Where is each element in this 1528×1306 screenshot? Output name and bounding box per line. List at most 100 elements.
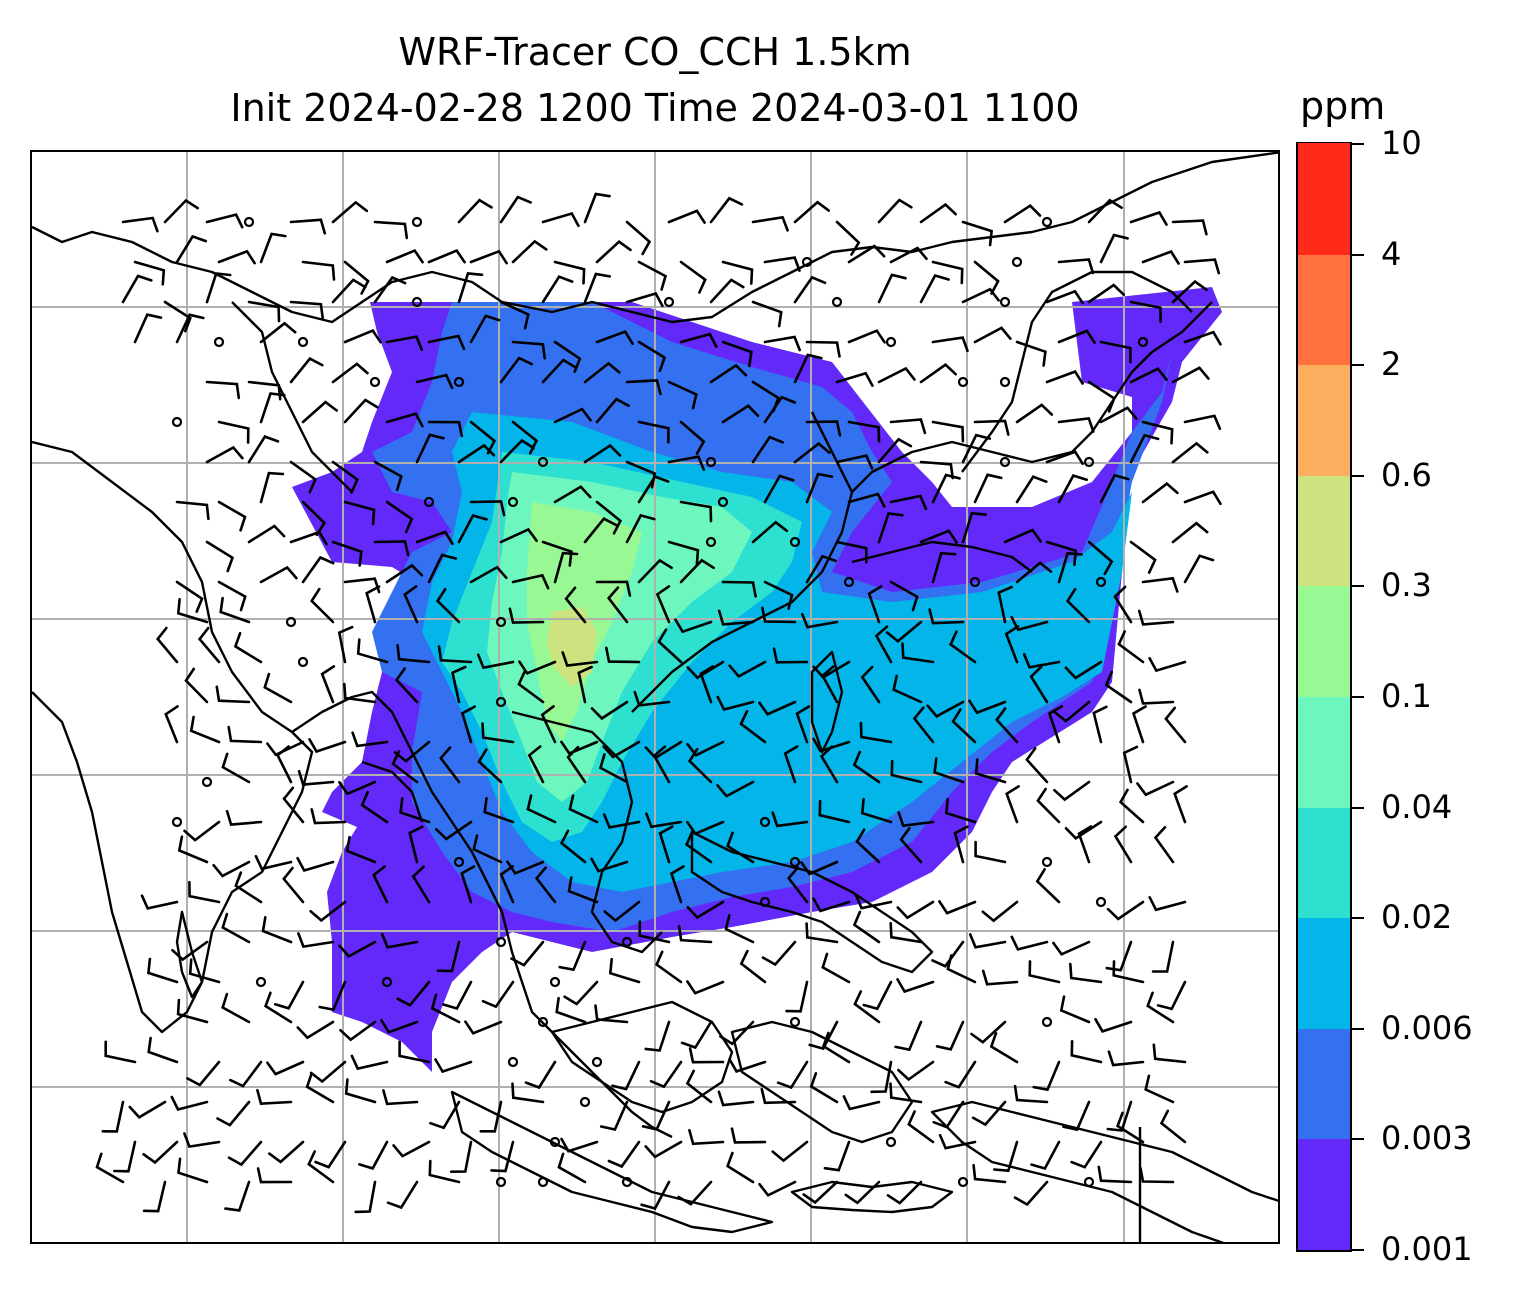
wind-barb xyxy=(314,1140,347,1169)
calm-wind-marker xyxy=(759,816,771,828)
colorbar-band xyxy=(1298,364,1350,476)
wind-barb xyxy=(282,786,305,824)
wind-barb xyxy=(625,460,657,489)
wind-barb xyxy=(184,667,209,704)
wind-barb xyxy=(981,900,1019,923)
wind-barb xyxy=(385,248,424,264)
wind-barb xyxy=(802,1180,839,1205)
wind-barb xyxy=(793,441,831,464)
wind-barb xyxy=(607,586,629,624)
map-canvas xyxy=(32,152,1278,1242)
wind-barb xyxy=(1013,1180,1049,1207)
calm-wind-marker xyxy=(717,496,729,508)
colorbar-tick xyxy=(1352,806,1364,809)
wind-barb xyxy=(442,980,473,1011)
wind-barb xyxy=(1053,780,1091,802)
wind-barb xyxy=(1003,528,1042,544)
colorbar-band xyxy=(1298,475,1350,587)
wind-barb xyxy=(457,198,493,224)
wind-barb xyxy=(380,933,419,949)
wind-barb xyxy=(667,540,700,566)
wind-barb xyxy=(175,234,208,264)
wind-barb xyxy=(583,361,621,384)
calm-wind-marker xyxy=(495,936,507,948)
wind-barb xyxy=(373,220,409,240)
wind-barb xyxy=(133,260,166,286)
wind-barb xyxy=(724,914,755,944)
wind-barb xyxy=(795,705,811,744)
wind-barb xyxy=(821,1031,851,1064)
colorbar-tick xyxy=(1352,474,1364,477)
wind-barb xyxy=(113,1140,137,1173)
wind-barb xyxy=(1015,340,1047,367)
wind-barb xyxy=(490,1140,515,1173)
wind-barb xyxy=(415,433,445,464)
wind-barb xyxy=(396,644,431,664)
calm-wind-marker xyxy=(1041,216,1053,228)
wind-barb xyxy=(961,220,994,247)
wind-barb xyxy=(296,1020,335,1040)
wind-barb xyxy=(761,606,797,624)
wind-barb xyxy=(1137,609,1175,626)
wind-barb xyxy=(1087,283,1126,304)
wind-barb xyxy=(1064,660,1103,680)
colorbar-tick xyxy=(1352,1249,1364,1251)
wind-barb xyxy=(469,420,497,455)
calm-wind-marker xyxy=(789,856,801,868)
wind-barb xyxy=(931,420,965,443)
wind-barb xyxy=(763,395,797,424)
colorbar-band xyxy=(1298,917,1350,1029)
wind-barb xyxy=(787,866,809,904)
wind-barb xyxy=(261,916,293,944)
colorbar-tick xyxy=(1352,253,1364,256)
wind-barb xyxy=(877,512,904,544)
colorbar-band xyxy=(1298,1138,1350,1250)
wind-barb xyxy=(1087,540,1114,576)
wind-barb xyxy=(197,626,221,664)
wind-barb xyxy=(338,780,377,796)
wind-barb xyxy=(356,638,389,664)
wind-barb xyxy=(758,700,797,716)
wind-barb xyxy=(679,558,715,584)
wind-barb xyxy=(968,699,1007,715)
wind-barb xyxy=(892,674,923,704)
wind-barb xyxy=(686,740,725,757)
wind-barb xyxy=(567,876,599,904)
wind-barb xyxy=(541,275,574,304)
wind-barb xyxy=(805,340,841,358)
wind-barb xyxy=(709,278,745,304)
wind-barb xyxy=(890,759,923,784)
wind-barb xyxy=(669,865,685,904)
wind-barb xyxy=(289,530,328,546)
wind-barb xyxy=(229,1060,263,1088)
wind-barb xyxy=(1107,1050,1145,1067)
wind-barb xyxy=(343,260,370,295)
wind-barb xyxy=(877,273,907,304)
wind-barb xyxy=(1113,585,1133,624)
wind-barb xyxy=(1171,219,1208,236)
wind-barb xyxy=(1069,962,1103,984)
wind-barb xyxy=(625,220,652,256)
wind-barb xyxy=(188,880,221,904)
wind-barb xyxy=(751,520,789,544)
wind-barb xyxy=(885,620,923,643)
wind-barb xyxy=(1070,1040,1103,1064)
wind-barb xyxy=(699,665,715,704)
wind-barb xyxy=(391,750,419,784)
wind-barb xyxy=(225,809,263,826)
wind-barb xyxy=(763,335,801,352)
wind-barb xyxy=(385,412,424,428)
wind-barb xyxy=(1015,561,1053,584)
wind-barb xyxy=(266,740,305,757)
wind-barb xyxy=(605,646,641,664)
tracer-concentration-field xyxy=(292,287,1222,1072)
wind-barb xyxy=(540,705,557,744)
calm-wind-marker xyxy=(537,456,549,468)
wind-barb xyxy=(560,1137,599,1153)
map-title-line-2: Init 2024-02-28 1200 Time 2024-03-01 110… xyxy=(230,86,1080,130)
wind-barb xyxy=(1183,490,1222,506)
wind-barb xyxy=(1057,329,1096,344)
wind-barb xyxy=(1053,700,1091,723)
colorbar-tick xyxy=(1352,1138,1364,1141)
wind-barb xyxy=(1003,204,1042,224)
